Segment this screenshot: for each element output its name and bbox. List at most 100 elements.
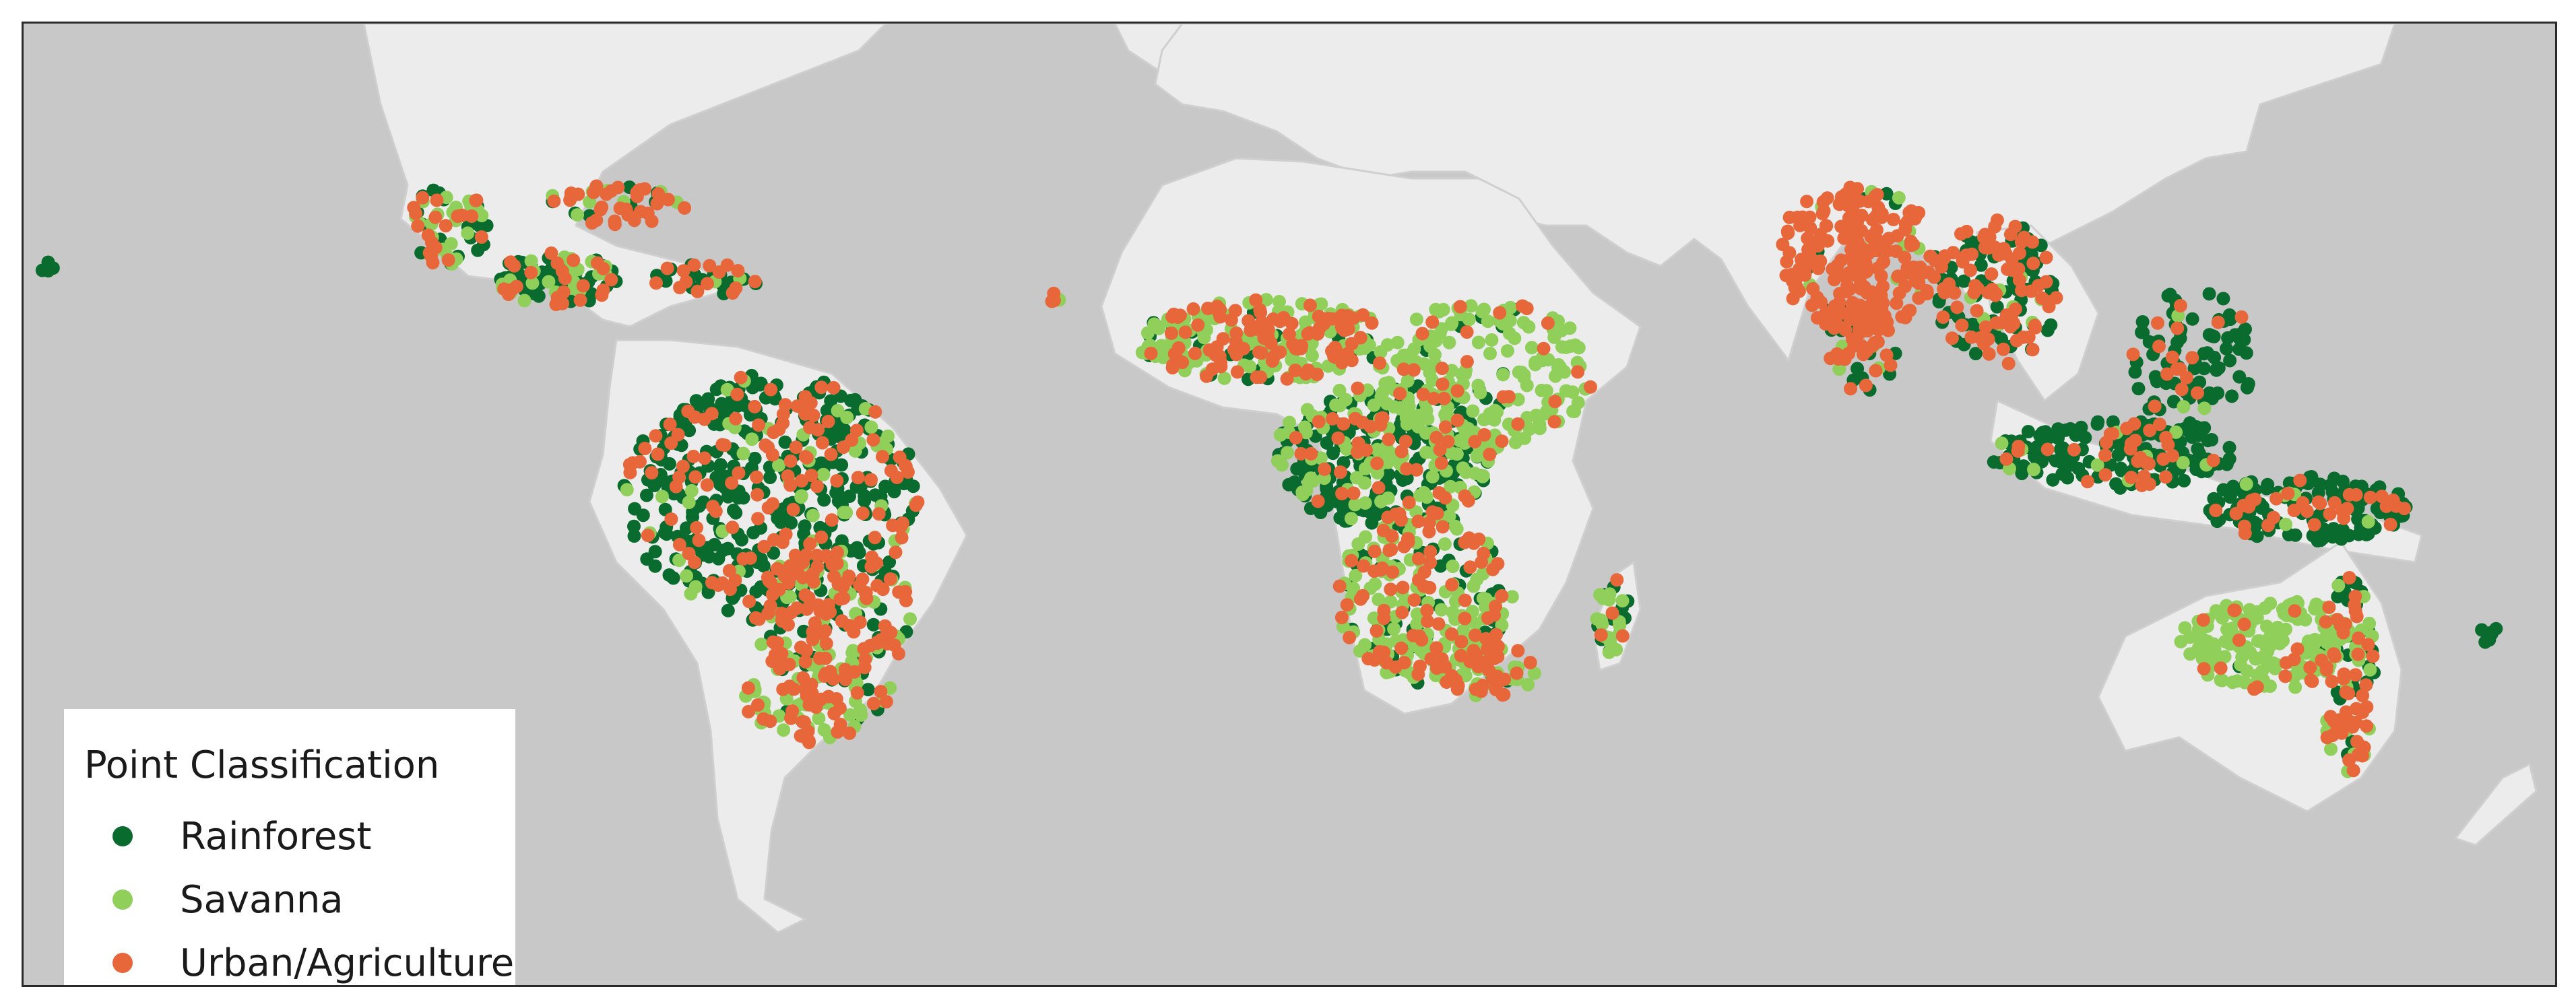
urban-agriculture-point	[876, 582, 890, 597]
legend-label-rainforest: Rainforest	[180, 814, 372, 859]
urban-agriculture-point	[2158, 470, 2172, 484]
urban-agriculture-point	[2015, 283, 2028, 298]
savanna-point	[1483, 347, 1497, 360]
urban-agriculture-point	[1890, 296, 1904, 310]
urban-agriculture-point	[1803, 210, 1817, 224]
urban-agriculture-point	[2153, 417, 2166, 432]
urban-agriculture-point	[814, 530, 829, 544]
savanna-point	[903, 612, 917, 626]
urban-agriculture-point	[649, 276, 663, 290]
urban-agriculture-point	[2267, 510, 2280, 525]
savanna-point	[2251, 668, 2264, 682]
savanna-point	[1417, 485, 1431, 500]
savanna-point	[1299, 483, 1314, 498]
map-frame[interactable]: Point Classification Rainforest Savanna …	[22, 22, 2557, 987]
urban-agriculture-point	[776, 682, 790, 696]
rainforest-point	[727, 503, 740, 517]
savanna-point	[461, 226, 475, 240]
urban-agriculture-point	[796, 556, 810, 570]
savanna-point	[1374, 494, 1388, 508]
urban-agriculture-point	[2080, 475, 2094, 489]
savanna-point	[1445, 316, 1459, 330]
urban-agriculture-point	[1400, 462, 1414, 476]
urban-agriculture-point	[1811, 311, 1824, 325]
urban-agriculture-point	[1396, 580, 1410, 595]
urban-agriculture-point	[571, 187, 585, 201]
savanna-point	[684, 483, 699, 498]
urban-agriculture-point	[604, 273, 618, 287]
urban-agriculture-point	[1886, 213, 1900, 226]
savanna-point	[1357, 341, 1372, 356]
urban-agriculture-point	[1988, 220, 2002, 234]
urban-agriculture-point	[504, 255, 518, 269]
savanna-point	[864, 420, 878, 434]
urban-agriculture-point	[604, 184, 618, 198]
savanna-point	[1595, 617, 1609, 631]
savanna-point	[1539, 384, 1553, 398]
urban-agriculture-point	[672, 537, 686, 551]
urban-agriculture-point	[1881, 323, 1895, 337]
urban-agriculture-point	[1423, 556, 1438, 570]
rainforest-point	[2074, 420, 2088, 434]
urban-agriculture-point	[803, 421, 817, 434]
rainforest-point	[2225, 389, 2239, 403]
rainforest-point	[2183, 416, 2197, 430]
urban-agriculture-point	[1996, 342, 2010, 356]
urban-agriculture-point	[672, 470, 686, 484]
savanna-point	[1559, 384, 1573, 398]
urban-agriculture-point	[748, 399, 762, 413]
urban-agriculture-point	[2206, 453, 2220, 467]
rainforest-point	[1370, 508, 1384, 522]
urban-agriculture-point	[1395, 605, 1409, 619]
urban-agriculture-point	[1361, 652, 1376, 666]
urban-agriculture-point	[1384, 543, 1398, 557]
savanna-point	[2261, 644, 2275, 659]
savanna-point	[672, 553, 686, 568]
urban-agriculture-point	[1401, 532, 1415, 545]
urban-agriculture-point	[1874, 289, 1888, 303]
savanna-point	[1471, 335, 1485, 349]
urban-agriculture-point	[1811, 261, 1826, 275]
urban-agriculture-point	[501, 288, 515, 301]
rainforest-point	[721, 603, 735, 617]
rainforest-point	[2061, 471, 2075, 485]
urban-agriculture-point	[2148, 399, 2162, 413]
urban-agriculture-point	[1413, 629, 1427, 643]
savanna-point	[682, 496, 696, 509]
urban-agriculture-point	[1340, 598, 1354, 612]
urban-agriculture-point	[1357, 559, 1371, 573]
rainforest-point	[1850, 362, 1865, 376]
rainforest-point	[2063, 422, 2078, 436]
rainforest-point	[721, 541, 735, 556]
rainforest-point	[678, 417, 693, 432]
rainforest-point	[1396, 473, 1410, 487]
world-map[interactable]	[24, 24, 2555, 985]
rainforest-point	[906, 479, 920, 494]
savanna-point	[2260, 619, 2274, 634]
urban-agriculture-point	[1325, 344, 1339, 358]
urban-agriculture-point	[1420, 603, 1434, 617]
urban-agriculture-point	[911, 495, 925, 509]
urban-agriculture-point	[898, 459, 912, 473]
rainforest-point	[636, 508, 650, 523]
urban-agriculture-point	[1450, 384, 1464, 398]
urban-agriculture-point	[837, 591, 851, 605]
urban-agriculture-point	[697, 451, 711, 465]
savanna-point	[1281, 446, 1295, 460]
urban-agriculture-point	[748, 275, 762, 289]
urban-agriculture-point	[2026, 257, 2040, 271]
urban-agriculture-point	[858, 586, 872, 600]
urban-agriculture-point	[2250, 680, 2264, 694]
urban-agriculture-point	[879, 695, 893, 709]
urban-agriculture-point	[2128, 434, 2142, 448]
urban-agriculture-point	[1045, 294, 1059, 308]
urban-agriculture-point	[1165, 361, 1180, 375]
savanna-point	[1444, 446, 1458, 460]
savanna-point	[475, 209, 489, 223]
rainforest-point	[731, 491, 745, 505]
legend-label-savanna: Savanna	[180, 877, 344, 922]
urban-agriculture-point	[1850, 182, 1865, 196]
urban-agriculture-point	[1820, 191, 1834, 205]
urban-agriculture-point	[843, 726, 856, 740]
savanna-point	[1533, 422, 1547, 436]
